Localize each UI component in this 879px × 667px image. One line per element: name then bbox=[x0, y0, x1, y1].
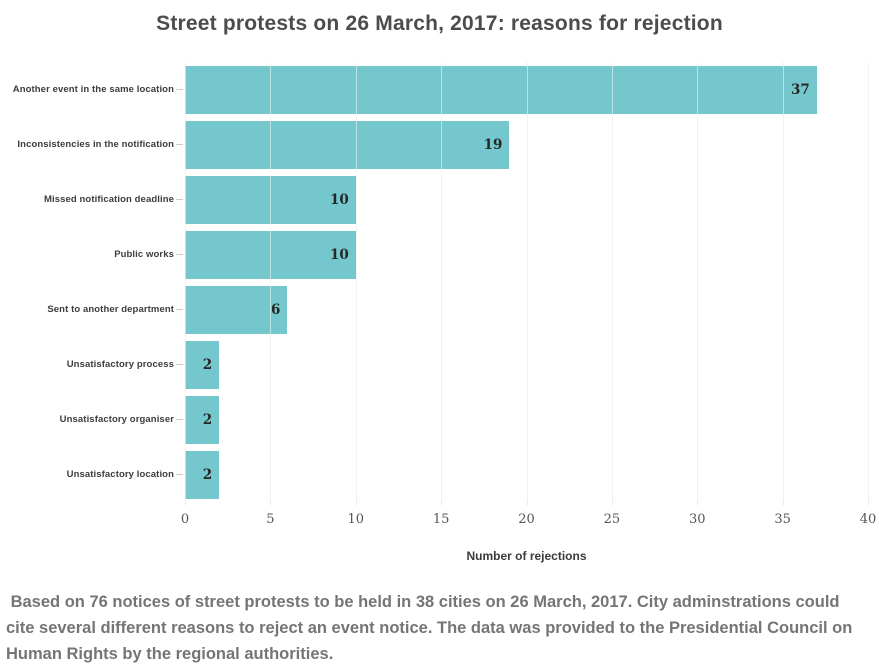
footer-note: Based on 76 notices of street protests t… bbox=[6, 593, 857, 663]
gridline-overlay bbox=[526, 62, 528, 502]
x-axis-title: Number of rejections bbox=[466, 549, 587, 563]
bar-value-label: 10 bbox=[329, 191, 349, 208]
bar-chart: Another event in the same location 37 Inco… bbox=[0, 62, 879, 572]
bar: 6 bbox=[185, 285, 288, 334]
bar-row: 2 bbox=[185, 337, 868, 392]
bar-value-label: 2 bbox=[202, 356, 213, 373]
x-tick-label: 15 bbox=[432, 512, 450, 527]
bar: 19 bbox=[185, 120, 510, 169]
gridline-overlay bbox=[355, 62, 357, 502]
bar: 2 bbox=[185, 340, 220, 389]
bar: 2 bbox=[185, 450, 220, 499]
bar-value-label: 19 bbox=[483, 136, 503, 153]
gridline-overlay bbox=[611, 62, 613, 502]
gridline-overlay bbox=[270, 62, 272, 502]
x-tick-label: 0 bbox=[180, 512, 190, 527]
chart-title: Street protests on 26 March, 2017: reaso… bbox=[156, 12, 723, 35]
x-tick-label: 40 bbox=[859, 512, 877, 527]
bar-value-label: 6 bbox=[271, 301, 281, 318]
category-label: Sent to another department bbox=[0, 282, 185, 337]
bar: 2 bbox=[185, 395, 220, 444]
bar-value-label: 2 bbox=[202, 466, 213, 483]
bar-value-label: 10 bbox=[329, 246, 349, 263]
category-tick-dash bbox=[176, 474, 183, 475]
bar-row: 19 bbox=[185, 117, 868, 172]
gridline-overlay bbox=[441, 62, 443, 502]
category-label-text: Public works bbox=[114, 249, 174, 260]
category-label-text: Sent to another department bbox=[47, 304, 174, 315]
category-label: Unsatisfactory location bbox=[0, 447, 185, 502]
category-label: Public works bbox=[0, 227, 185, 282]
category-label: Unsatisfactory process bbox=[0, 337, 185, 392]
category-label-text: Unsatisfactory organiser bbox=[59, 414, 174, 425]
category-label-text: Missed notification deadline bbox=[43, 194, 174, 205]
category-tick-dash bbox=[176, 89, 183, 90]
category-label: Inconsistencies in the notification bbox=[0, 117, 185, 172]
category-tick-dash bbox=[176, 199, 183, 200]
category-tick-dash bbox=[176, 419, 183, 420]
category-label-text: Another event in the same location bbox=[12, 84, 174, 95]
x-tick-label: 25 bbox=[603, 512, 621, 527]
category-tick-dash bbox=[176, 364, 183, 365]
category-label: Unsatisfactory organiser bbox=[0, 392, 185, 447]
gridline-overlay bbox=[697, 62, 699, 502]
bar-value-label: 2 bbox=[202, 411, 213, 428]
bar-row: 6 bbox=[185, 282, 868, 337]
bar: 37 bbox=[185, 65, 817, 114]
bar-row: 37 bbox=[185, 62, 868, 117]
x-tick-label: 10 bbox=[347, 512, 365, 527]
category-tick-dash bbox=[176, 254, 183, 255]
category-label: Missed notification deadline bbox=[0, 172, 185, 227]
gridline-overlay bbox=[782, 62, 784, 502]
bar-row: 2 bbox=[185, 447, 868, 502]
gridline-overlay bbox=[185, 62, 186, 502]
bar-row: 2 bbox=[185, 392, 868, 447]
gridline-overlay bbox=[868, 62, 869, 502]
category-tick-dash bbox=[176, 144, 183, 145]
category-tick-dash bbox=[176, 309, 183, 310]
bar-value-label: 37 bbox=[790, 81, 810, 98]
category-label-text: Inconsistencies in the notification bbox=[17, 139, 174, 150]
category-label-text: Unsatisfactory location bbox=[66, 469, 174, 480]
category-label: Another event in the same location bbox=[0, 62, 185, 117]
x-tick-label: 35 bbox=[774, 512, 791, 527]
x-tick-label: 20 bbox=[518, 512, 535, 527]
x-tick-label: 30 bbox=[688, 512, 706, 527]
category-label-text: Unsatisfactory process bbox=[66, 359, 174, 370]
x-tick-label: 5 bbox=[266, 512, 275, 527]
